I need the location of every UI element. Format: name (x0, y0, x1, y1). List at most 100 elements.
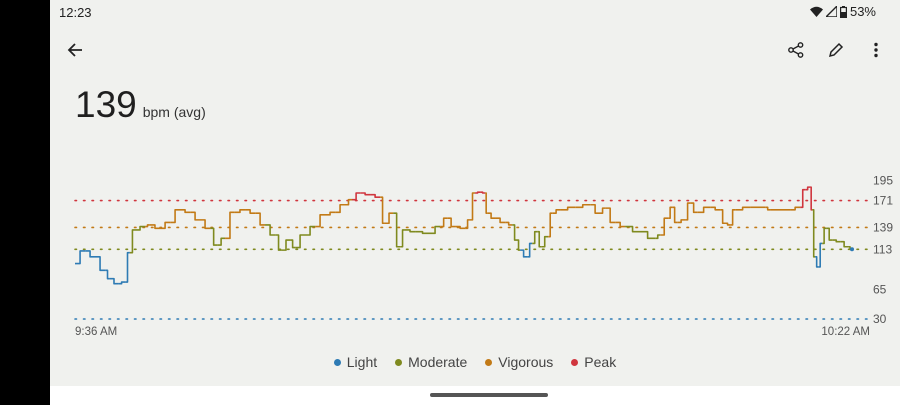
x-tick-label-end: 10:22 AM (821, 326, 870, 338)
heart-rate-segment-moderate (832, 239, 841, 243)
heart-rate-segment-peak (475, 191, 481, 194)
heart-rate-segment-vigorous (600, 207, 606, 214)
heart-rate-segment-vigorous (469, 192, 476, 221)
heart-rate-segment-light (118, 281, 126, 285)
heart-rate-segment-moderate (305, 225, 316, 236)
heart-rate-segment-vigorous (234, 209, 246, 214)
heart-rate-segment-vigorous (690, 202, 698, 214)
status-time: 12:23 (59, 5, 92, 20)
battery-percent: 53% (849, 4, 876, 19)
legend-dot-icon (395, 358, 403, 366)
edit-button[interactable] (824, 38, 848, 62)
heart-rate-segment-peak (352, 192, 361, 201)
heart-rate-segment-vigorous (605, 207, 616, 224)
heart-rate-segment-moderate (537, 230, 542, 248)
heart-rate-segment-light (815, 256, 819, 268)
heart-rate-segment-peak (480, 191, 486, 194)
share-button[interactable] (784, 38, 808, 62)
signal-icon (825, 6, 837, 17)
heart-rate-segment-vigorous (725, 222, 731, 226)
heart-rate-segment-vigorous (335, 203, 345, 214)
heart-rate-segment-peak (360, 192, 371, 196)
heart-rate-segment-moderate (625, 225, 641, 233)
heart-rate-segment-light (109, 277, 119, 285)
heart-rate-segment-light (105, 269, 110, 280)
average-bpm-unit: bpm (avg) (142, 104, 206, 120)
heart-rate-segment-light (125, 251, 130, 283)
heart-rate-segment-peak (800, 188, 806, 209)
heart-rate-segment-vigorous (344, 198, 353, 206)
legend-dot-icon (485, 358, 493, 366)
heart-rate-segment-moderate (429, 225, 441, 235)
heart-rate-segment-vigorous (710, 206, 721, 211)
heart-rate-segment-moderate (826, 227, 833, 241)
screen: 12:23 53% 139 bpm (avg) 195 171 139 113 65 30… (50, 0, 900, 405)
legend-item-vigorous: Vigorous (485, 354, 553, 370)
heart-rate-segment-vigorous (487, 212, 496, 219)
heart-rate-segment-vigorous (730, 209, 736, 226)
heart-rate-segment-vigorous (560, 206, 576, 211)
heart-rate-segment-peak (810, 186, 813, 211)
y-tick-label: 113 (873, 242, 892, 256)
heart-rate-segment-vigorous (697, 206, 711, 214)
heart-rate-segment-vigorous (720, 209, 726, 225)
heart-rate-segment-vigorous (315, 214, 325, 228)
heart-rate-segment-vigorous (225, 211, 235, 240)
legend-label: Light (346, 354, 378, 370)
heart-rate-segment-vigorous (145, 224, 150, 228)
more-options-button[interactable] (864, 38, 888, 62)
heart-rate-segment-moderate (822, 227, 827, 245)
arrow-left-icon (67, 43, 82, 57)
heart-rate-segment-vigorous (384, 212, 394, 225)
heart-rate-segment-moderate (134, 225, 146, 231)
share-icon (788, 42, 804, 58)
heart-rate-segment-moderate (400, 229, 405, 248)
status-bar: 12:23 53% (50, 0, 900, 22)
legend-item-light: Light (333, 354, 378, 370)
legend-item-peak: Peak (571, 354, 616, 370)
heart-rate-segment-moderate (840, 240, 849, 248)
heart-rate-segment-vigorous (245, 209, 256, 214)
heart-rate-segment-moderate (217, 237, 226, 246)
wifi-icon (809, 6, 823, 17)
legend-dot-icon (333, 358, 341, 366)
heart-rate-segment-moderate (541, 235, 549, 248)
heart-rate-segment-moderate (415, 230, 430, 235)
heart-rate-segment-vigorous (495, 217, 506, 224)
legend-label: Moderate (408, 354, 468, 370)
heart-rate-segment-vigorous (672, 206, 678, 224)
edit-icon (828, 42, 844, 58)
y-tick-label: 30 (873, 312, 887, 326)
heart-rate-segment-moderate (281, 239, 291, 251)
heart-rate-segment-light (818, 242, 823, 268)
heart-rate-segment-moderate (532, 230, 538, 245)
back-button[interactable] (63, 38, 87, 62)
heart-rate-segment-vigorous (190, 211, 200, 221)
home-gesture-handle[interactable] (430, 393, 548, 397)
battery-icon (839, 5, 847, 18)
y-tick-label: 195 (873, 173, 893, 187)
heart-rate-segment-vigorous (485, 192, 488, 214)
heart-rate-segment-vigorous (548, 212, 553, 238)
heart-rate-segment-vigorous (552, 209, 561, 214)
heart-rate-segment-vigorous (575, 203, 591, 209)
heart-rate-segment-vigorous (465, 219, 470, 230)
legend-label: Peak (584, 354, 617, 370)
legend-dot-icon (571, 358, 579, 366)
heart-rate-segment-moderate (655, 234, 661, 240)
heart-rate-segment-vigorous (440, 217, 448, 228)
navigation-bar (50, 386, 900, 405)
heart-rate-segment-vigorous (615, 221, 626, 228)
heart-rate-segment-vigorous (505, 221, 513, 226)
heart-rate-segment-moderate (129, 229, 135, 254)
heart-rate-segment-vigorous (677, 219, 686, 224)
heart-rate-segment-vigorous (790, 206, 801, 211)
y-tick-label: 65 (873, 283, 887, 297)
heart-rate-segment-moderate (812, 209, 816, 258)
heart-rate-segment-vigorous (170, 209, 181, 224)
heart-rate-segment-light (520, 249, 528, 258)
heart-rate-segment-peak (805, 186, 811, 191)
more-vert-icon (874, 42, 878, 58)
heart-rate-segment-moderate (290, 239, 296, 249)
heart-rate-segment-light (85, 250, 95, 258)
